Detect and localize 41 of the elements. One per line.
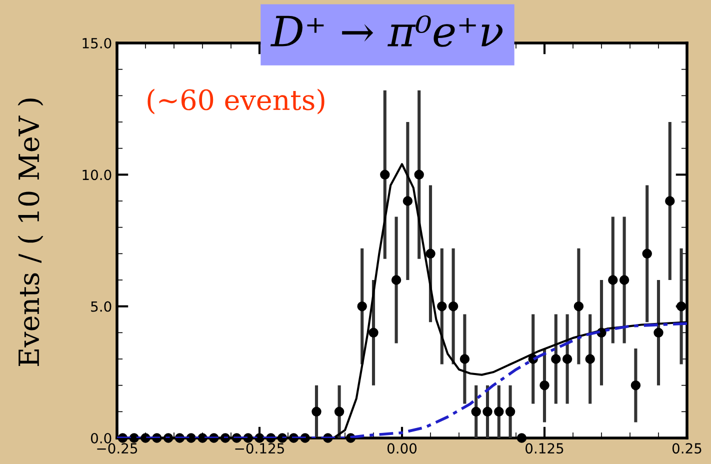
point (630, 380, 641, 390)
point (562, 354, 572, 364)
point (426, 248, 436, 259)
point (357, 301, 367, 312)
point (334, 406, 344, 417)
y-axis-title: Events / ( 10 MeV ) (18, 98, 44, 366)
point (460, 354, 470, 364)
point (448, 301, 458, 312)
chart-title: D⁺ → π⁰e⁺ν (270, 15, 503, 47)
point (574, 301, 584, 312)
point (505, 406, 516, 417)
x-tick-label: 0.00 (387, 443, 417, 454)
x-tick-label: 0.25 (672, 443, 702, 454)
x-tick-label: 0.125 (526, 443, 564, 454)
point (312, 406, 322, 417)
point (676, 301, 686, 312)
point (494, 406, 504, 417)
point (414, 170, 424, 180)
point (391, 275, 402, 285)
point (368, 328, 378, 338)
point (608, 275, 618, 285)
point (585, 354, 595, 364)
y-tick-label: 0.0 (90, 432, 112, 444)
x-tick-label: −0.25 (97, 443, 138, 454)
y-tick-label: 15.0 (82, 38, 112, 48)
annotation: (~60 events) (148, 88, 324, 114)
point (665, 196, 675, 206)
point (482, 406, 492, 417)
point (654, 328, 664, 338)
point (540, 380, 550, 390)
point (516, 433, 527, 443)
point (551, 354, 561, 364)
point (402, 196, 413, 206)
point (642, 248, 652, 259)
point (619, 275, 630, 285)
point (380, 170, 390, 180)
point (437, 301, 447, 312)
x-tick-label: −0.125 (235, 443, 284, 454)
y-tick-label: 5.0 (91, 301, 112, 312)
point (471, 406, 481, 417)
y-tick-label: 10.0 (82, 170, 112, 180)
